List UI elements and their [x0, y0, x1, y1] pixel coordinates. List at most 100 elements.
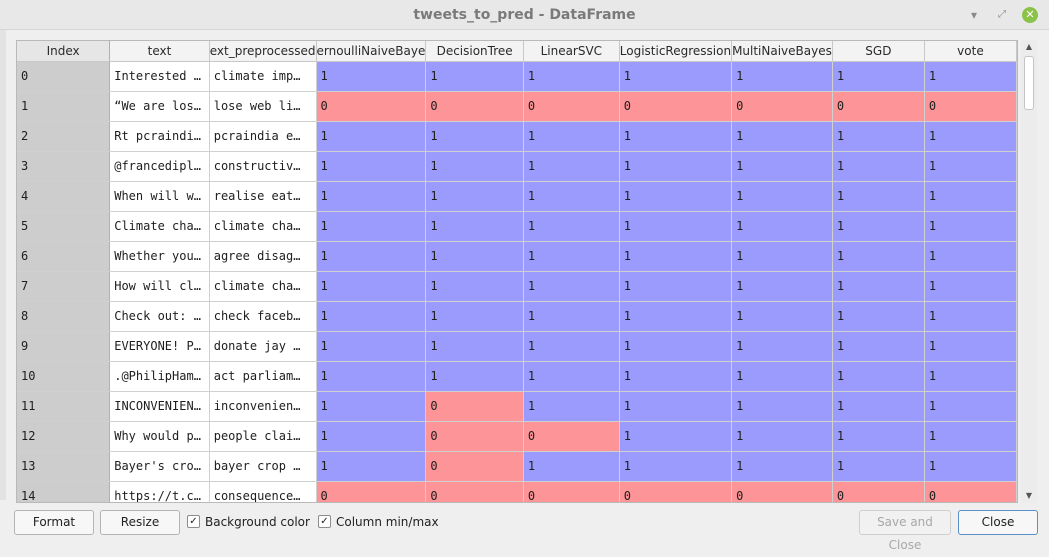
table-cell[interactable]: 0: [619, 481, 733, 502]
table-cell[interactable]: 1: [316, 121, 427, 152]
table-cell[interactable]: 1: [731, 121, 833, 152]
table-cell[interactable]: 1: [619, 271, 733, 302]
table-cell[interactable]: 1: [425, 361, 524, 392]
table-cell[interactable]: 1: [832, 451, 925, 482]
table-cell[interactable]: consequence…: [209, 481, 317, 502]
table-cell[interactable]: 0: [832, 481, 925, 502]
table-cell[interactable]: bayer crop …: [209, 451, 317, 482]
column-header-0[interactable]: Index: [17, 41, 111, 62]
table-cell[interactable]: 3: [17, 151, 111, 182]
table-cell[interactable]: 1: [523, 271, 620, 302]
table-cell[interactable]: 1: [731, 331, 833, 362]
table-cell[interactable]: 1: [832, 271, 925, 302]
table-cell[interactable]: 1: [619, 151, 733, 182]
table-cell[interactable]: 0: [425, 91, 524, 122]
table-cell[interactable]: climate imp…: [209, 61, 317, 92]
table-cell[interactable]: Why would p…: [109, 421, 210, 452]
close-icon[interactable]: ✕: [1022, 7, 1038, 23]
table-cell[interactable]: 0: [731, 91, 833, 122]
table-cell[interactable]: 1: [832, 61, 925, 92]
table-cell[interactable]: 1: [924, 331, 1017, 362]
table-cell[interactable]: 1: [619, 391, 733, 422]
table-cell[interactable]: 1: [832, 361, 925, 392]
table-cell[interactable]: 1: [924, 211, 1017, 242]
table-cell[interactable]: 1: [924, 361, 1017, 392]
table-cell[interactable]: 1: [924, 391, 1017, 422]
table-cell[interactable]: 1: [619, 241, 733, 272]
table-cell[interactable]: 1: [731, 451, 833, 482]
table-cell[interactable]: 1: [316, 451, 427, 482]
table-cell[interactable]: 1: [731, 61, 833, 92]
table-cell[interactable]: constructiv…: [209, 151, 317, 182]
table-cell[interactable]: 1: [425, 241, 524, 272]
table-cell[interactable]: Interested …: [109, 61, 210, 92]
column-header-7[interactable]: MultiNaiveBayes: [731, 41, 833, 62]
table-cell[interactable]: 0: [425, 391, 524, 422]
table-cell[interactable]: 1: [731, 271, 833, 302]
table-cell[interactable]: 1: [924, 421, 1017, 452]
table-cell[interactable]: 1: [924, 151, 1017, 182]
table-cell[interactable]: 6: [17, 241, 111, 272]
table-cell[interactable]: 1: [523, 301, 620, 332]
table-cell[interactable]: 8: [17, 301, 111, 332]
table-cell[interactable]: 1: [425, 121, 524, 152]
dataframe-table-view[interactable]: Index text ext_preprocessed ernoulliNaiveBa…: [16, 40, 1018, 503]
table-cell[interactable]: 1: [316, 391, 427, 422]
table-cell[interactable]: 1: [316, 241, 427, 272]
table-cell[interactable]: @francedipl…: [109, 151, 210, 182]
table-cell[interactable]: INCONVENIEN…: [109, 391, 210, 422]
table-cell[interactable]: 1: [523, 361, 620, 392]
table-cell[interactable]: lose web li…: [209, 91, 317, 122]
column-header-6[interactable]: LogisticRegression: [619, 41, 733, 62]
table-cell[interactable]: 1: [832, 301, 925, 332]
table-cell[interactable]: 0: [523, 421, 620, 452]
table-cell[interactable]: 1: [17, 91, 111, 122]
table-cell[interactable]: 1: [832, 211, 925, 242]
table-cell[interactable]: 13: [17, 451, 111, 482]
table-cell[interactable]: 1: [316, 61, 427, 92]
table-cell[interactable]: 0: [425, 421, 524, 452]
table-cell[interactable]: climate cha…: [209, 211, 317, 242]
table-cell[interactable]: 11: [17, 391, 111, 422]
table-cell[interactable]: 1: [619, 421, 733, 452]
column-header-8[interactable]: SGD: [832, 41, 925, 62]
column-header-9[interactable]: vote: [924, 41, 1017, 62]
table-cell[interactable]: 1: [316, 271, 427, 302]
table-cell[interactable]: 14: [17, 481, 111, 502]
table-cell[interactable]: 1: [316, 181, 427, 212]
table-cell[interactable]: 1: [731, 241, 833, 272]
table-cell[interactable]: 1: [832, 241, 925, 272]
table-cell[interactable]: 1: [619, 121, 733, 152]
format-button[interactable]: Format: [14, 510, 94, 535]
table-cell[interactable]: 1: [425, 181, 524, 212]
table-cell[interactable]: 1: [832, 181, 925, 212]
vertical-scrollbar[interactable]: ▲ ▼: [1021, 40, 1037, 503]
table-cell[interactable]: 1: [832, 331, 925, 362]
column-header-4[interactable]: DecisionTree: [425, 41, 524, 62]
table-cell[interactable]: 1: [619, 451, 733, 482]
table-cell[interactable]: 1: [425, 151, 524, 182]
table-cell[interactable]: people clai…: [209, 421, 317, 452]
table-cell[interactable]: 0: [17, 61, 111, 92]
table-cell[interactable]: 1: [619, 211, 733, 242]
maximize-icon[interactable]: ⤢: [998, 9, 1006, 20]
scroll-up-arrow-icon[interactable]: ▲: [1025, 42, 1033, 51]
table-cell[interactable]: 1: [731, 301, 833, 332]
table-cell[interactable]: 1: [523, 151, 620, 182]
table-cell[interactable]: 0: [924, 91, 1017, 122]
table-cell[interactable]: 1: [523, 331, 620, 362]
table-cell[interactable]: 9: [17, 331, 111, 362]
background-color-checkbox[interactable]: ✓: [187, 515, 200, 528]
table-cell[interactable]: 0: [832, 91, 925, 122]
table-cell[interactable]: 0: [731, 481, 833, 502]
table-cell[interactable]: 1: [924, 451, 1017, 482]
table-cell[interactable]: 1: [425, 211, 524, 242]
table-cell[interactable]: donate jay …: [209, 331, 317, 362]
table-cell[interactable]: Check out: …: [109, 301, 210, 332]
table-cell[interactable]: 1: [731, 361, 833, 392]
table-cell[interactable]: 1: [523, 211, 620, 242]
table-cell[interactable]: 1: [316, 151, 427, 182]
column-header-3[interactable]: ernoulliNaiveBaye: [316, 41, 427, 62]
table-cell[interactable]: 1: [316, 301, 427, 332]
table-cell[interactable]: 0: [316, 91, 427, 122]
